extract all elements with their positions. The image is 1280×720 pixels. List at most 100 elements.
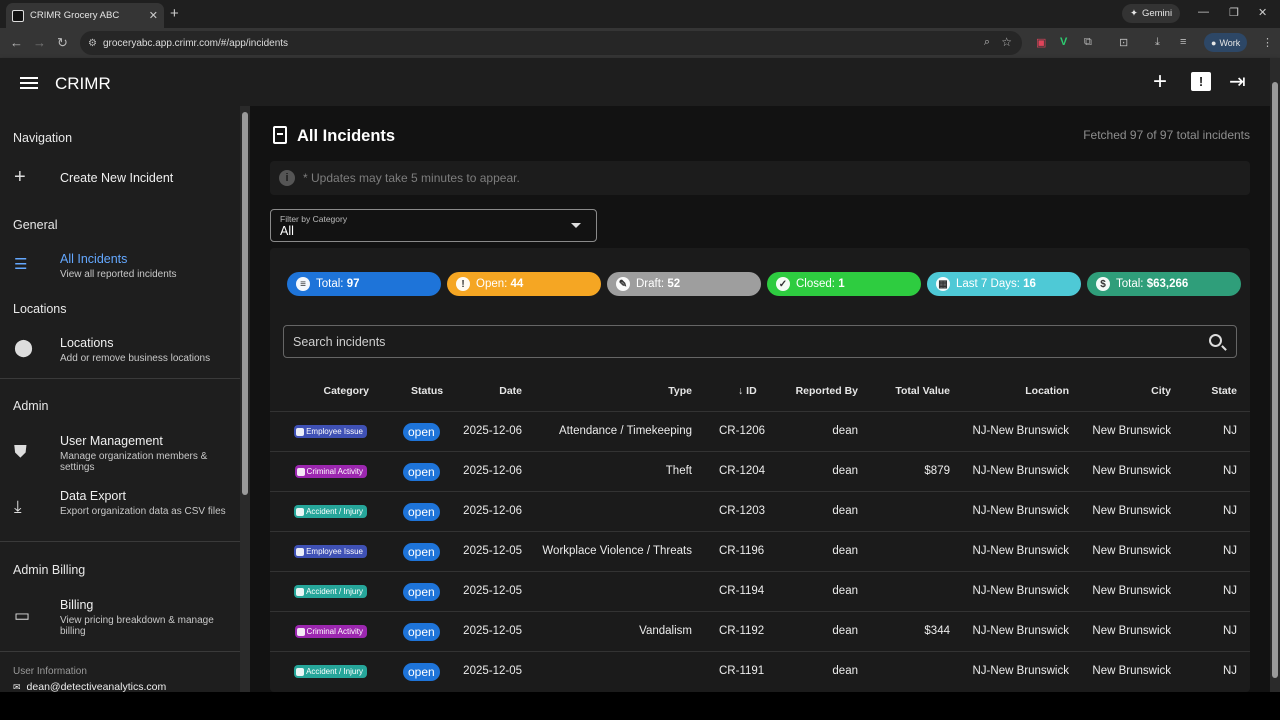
column-header-location[interactable]: Location (1025, 385, 1069, 397)
gemini-button[interactable]: ✦ Gemini (1122, 4, 1181, 23)
category-filter-select[interactable]: Filter by Category All (270, 209, 597, 242)
shield-gear-icon: ⛊ (14, 442, 27, 461)
v-extension-icon[interactable]: V (1060, 36, 1068, 48)
sidebar-item-locations[interactable]: ⬤ Locations Add or remove business locat… (0, 330, 240, 368)
chip-total[interactable]: ≡ Total: 97 (287, 272, 441, 296)
column-header-category[interactable]: Category (323, 385, 369, 397)
site-info-icon[interactable]: ⚙ (88, 37, 97, 49)
cell-location: NJ-New Brunswick (972, 465, 1070, 477)
table-row[interactable]: Employee Issue open 2025-12-06 Attendance /… (270, 411, 1250, 451)
chevron-down-icon (571, 223, 581, 228)
minimize-icon[interactable]: — (1198, 6, 1209, 18)
logout-icon[interactable]: ⇥ (1229, 71, 1246, 93)
bookmark-star-icon[interactable]: ☆ (1001, 35, 1012, 49)
table-row[interactable]: Criminal Activity open 2025-12-06 Theft CR-1… (270, 451, 1250, 491)
cell-location: NJ-New Brunswick (972, 425, 1070, 437)
download-icon[interactable]: ⤓ (1155, 36, 1160, 48)
column-header-id[interactable]: ↓ ID (738, 385, 757, 397)
pocket-extension-icon[interactable]: ▣ (1036, 37, 1047, 49)
cast-icon[interactable]: ⊡ (1119, 37, 1129, 49)
cell-city: New Brunswick (1092, 425, 1171, 437)
close-tab-icon[interactable]: ✕ (148, 10, 158, 22)
category-badge: Criminal Activity (294, 625, 367, 638)
category-badge: Accident / Injury (294, 585, 367, 598)
page-scrollbar[interactable] (1270, 58, 1280, 692)
chip-label: Last 7 Days: (956, 278, 1020, 290)
cell-date: 2025-12-05 (463, 545, 522, 557)
restore-icon[interactable]: ❐ (1229, 7, 1239, 19)
cell-type: Attendance / Timekeeping (559, 425, 692, 437)
column-header-status[interactable]: Status (411, 385, 444, 397)
chip-open[interactable]: ! Open: 44 (447, 272, 601, 296)
sidebar-item-all-incidents[interactable]: ☰ All Incidents View all reported incide… (0, 246, 240, 284)
sidebar-item-data-export[interactable]: ⤓ Data Export Export organization data a… (0, 483, 240, 527)
chip-closed[interactable]: ✓ Closed: 1 (767, 272, 921, 296)
plus-icon: + (14, 166, 26, 188)
app-header: CRIMR + ! ⇥ (0, 58, 1280, 106)
fetched-count: Fetched 97 of 97 total incidents (1083, 128, 1250, 142)
zoom-icon[interactable]: ⌕ (983, 36, 990, 48)
table-row[interactable]: Accident / Injury open 2025-12-05 CR-1194 de… (270, 571, 1250, 611)
mail-icon: ✉ (13, 682, 21, 692)
column-header-type[interactable]: Type (668, 385, 692, 397)
extensions-icon[interactable]: ⧉ (1084, 36, 1092, 48)
category-icon (296, 467, 305, 476)
search-input[interactable]: Search incidents (283, 325, 1237, 358)
column-header-date[interactable]: Date (499, 385, 522, 397)
sidebar-scrollbar-thumb[interactable] (242, 112, 248, 495)
cell-state: NJ (1222, 665, 1237, 677)
reload-icon[interactable]: ↻ (57, 35, 68, 50)
cell-state: NJ (1222, 585, 1237, 597)
sidebar-scrollbar[interactable] (240, 106, 250, 692)
address-row: ← → ↻ ⚙ groceryabc.app.crimr.com/#/app/i… (0, 28, 1280, 58)
new-tab-icon[interactable]: + (170, 5, 179, 22)
add-icon[interactable]: + (1153, 68, 1168, 95)
chip-value: 1 (838, 278, 845, 290)
chip-total-value[interactable]: $ Total: $63,266 (1087, 272, 1241, 296)
chip-last-7-days[interactable]: ▦ Last 7 Days: 16 (927, 272, 1081, 296)
column-header-state[interactable]: State (1211, 385, 1237, 397)
table-row[interactable]: Accident / Injury open 2025-12-06 CR-1203 de… (270, 491, 1250, 531)
sidebar-item-user-management[interactable]: ⛊ User Management Manage organization me… (0, 428, 240, 473)
chip-value: $63,266 (1146, 278, 1189, 290)
cell-state: NJ (1222, 625, 1237, 637)
status-badge: open (403, 423, 440, 441)
forward-icon[interactable]: → (33, 35, 46, 50)
cell-location: NJ-New Brunswick (972, 505, 1070, 517)
sidebar-item-billing[interactable]: ▭ Billing View pricing breakdown & manag… (0, 592, 240, 637)
chip-label: Total: (1116, 278, 1144, 290)
cell-city: New Brunswick (1092, 665, 1171, 677)
sidebar-item-subtitle: Export organization data as CSV files (60, 506, 226, 517)
feedback-icon[interactable]: ! (1191, 72, 1211, 91)
address-bar[interactable]: ⚙ groceryabc.app.crimr.com/#/app/inciden… (80, 31, 1022, 55)
sidebar-item-create-incident[interactable]: + Create New Incident (0, 164, 240, 196)
cell-state: NJ (1222, 505, 1237, 517)
column-header-total-value[interactable]: Total Value (895, 385, 950, 397)
menu-icon[interactable] (20, 77, 38, 89)
page-scrollbar-thumb[interactable] (1272, 82, 1278, 678)
close-window-icon[interactable]: ✕ (1258, 7, 1268, 19)
chip-draft[interactable]: ✎ Draft: 52 (607, 272, 761, 296)
cell-type: Vandalism (639, 625, 692, 637)
profile-button[interactable]: ● Work (1204, 33, 1248, 52)
cell-total-value: $344 (924, 625, 950, 637)
chip-value: 97 (346, 278, 360, 290)
column-header-city[interactable]: City (1151, 385, 1171, 397)
table-row[interactable]: Criminal Activity open 2025-12-05 Vandalism… (270, 611, 1250, 651)
cell-id: CR-1203 (719, 505, 766, 517)
sidebar-item-label: User Management (60, 434, 163, 448)
column-header-reported-by[interactable]: Reported By (795, 385, 858, 397)
browser-menu-icon[interactable]: ⋮ (1262, 37, 1273, 49)
divider (0, 541, 240, 542)
user-email-text: dean@detectiveanalytics.com (26, 681, 167, 692)
browser-tab[interactable]: CRIMR Grocery ABC ✕ (6, 3, 164, 28)
cell-reported-by: dean (832, 425, 858, 437)
table-row[interactable]: Accident / Injury open 2025-12-05 CR-1191 de… (270, 651, 1250, 691)
search-icon[interactable] (1209, 334, 1222, 347)
category-text: Accident / Injury (306, 667, 363, 676)
url-text: groceryabc.app.crimr.com/#/app/incidents (102, 37, 289, 49)
cell-id: CR-1191 (719, 665, 765, 677)
back-icon[interactable]: ← (10, 35, 23, 50)
reading-list-icon[interactable]: ≡ (1180, 36, 1187, 48)
table-row[interactable]: Employee Issue open 2025-12-05 Workplace Vi… (270, 531, 1250, 571)
